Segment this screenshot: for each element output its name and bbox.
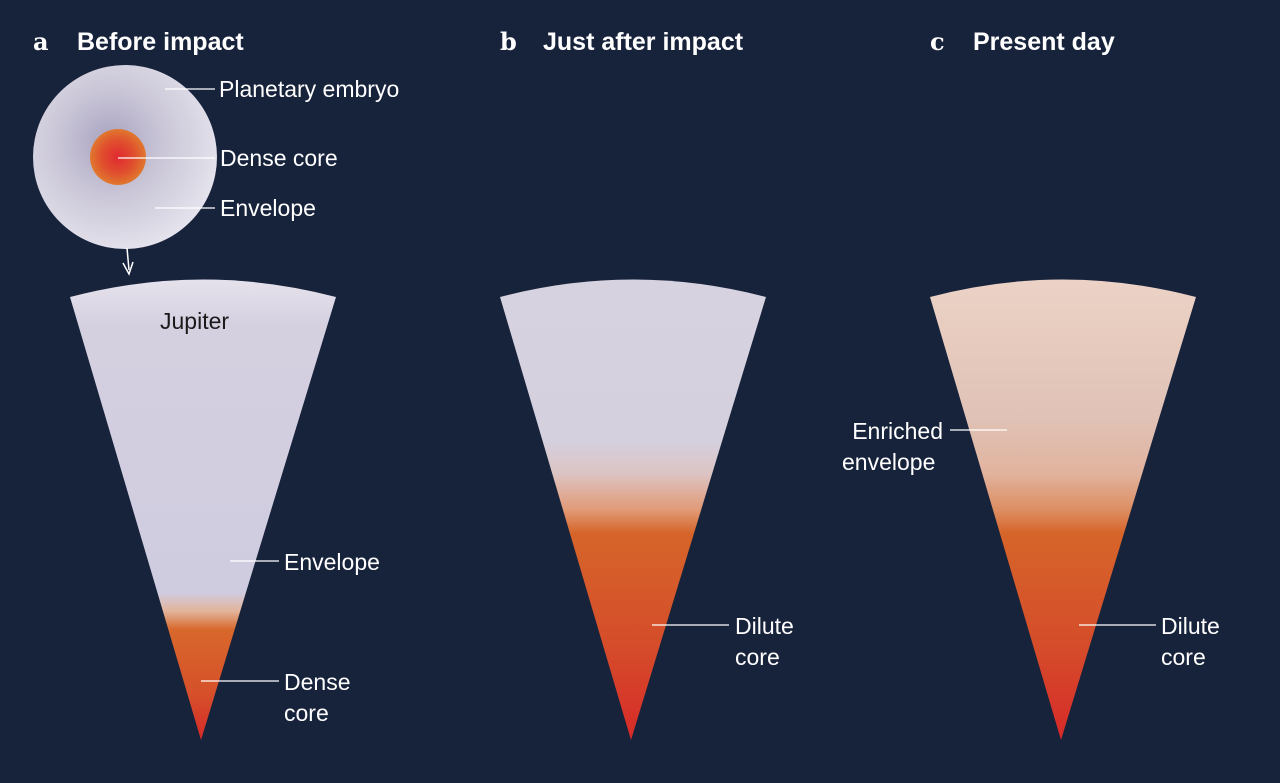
jupiter-wedge-before: Jupiter Envelope Dense core [70,279,380,740]
panel-a-letter: a [33,27,49,56]
panel-a-heading: a Before impact [33,27,244,56]
wedge-c-envelope-label-line1: Enriched [852,418,943,444]
jupiter-wedge-after-impact: Dilute core [500,279,794,740]
embryo-core-label: Dense core [220,145,338,171]
jupiter-wedge-present: Enriched envelope Dilute core [842,279,1220,740]
wedge-b-core-label-line1: Dilute [735,613,794,639]
panel-b-title: Just after impact [543,28,744,56]
panel-c-heading: c Present day [930,27,1115,56]
embryo-name-label: Planetary embryo [219,76,399,102]
panel-c-title: Present day [973,28,1115,56]
wedge-a-core-label-line2: core [284,700,329,726]
wedge-a-envelope-label: Envelope [284,549,380,575]
planetary-embryo: Planetary embryo Dense core Envelope [33,65,399,249]
embryo-envelope-label: Envelope [220,195,316,221]
embryo-core-shape [90,129,146,185]
wedge-b-shape [500,279,766,740]
wedge-b-core-label-line2: core [735,644,780,670]
wedge-c-core-label-line1: Dilute [1161,613,1220,639]
panel-c-letter: c [930,27,945,56]
wedge-c-core-label-line2: core [1161,644,1206,670]
wedge-c-shape [930,279,1196,740]
impact-arrow-icon [122,247,134,276]
panel-b-letter: b [500,27,517,56]
wedge-a-core-label-line1: Dense [284,669,350,695]
wedge-c-envelope-label-line2: envelope [842,449,935,475]
panel-a-title: Before impact [77,28,244,56]
wedge-a-shape [70,279,336,740]
jupiter-label: Jupiter [160,308,229,334]
panel-b-heading: b Just after impact [500,27,744,56]
